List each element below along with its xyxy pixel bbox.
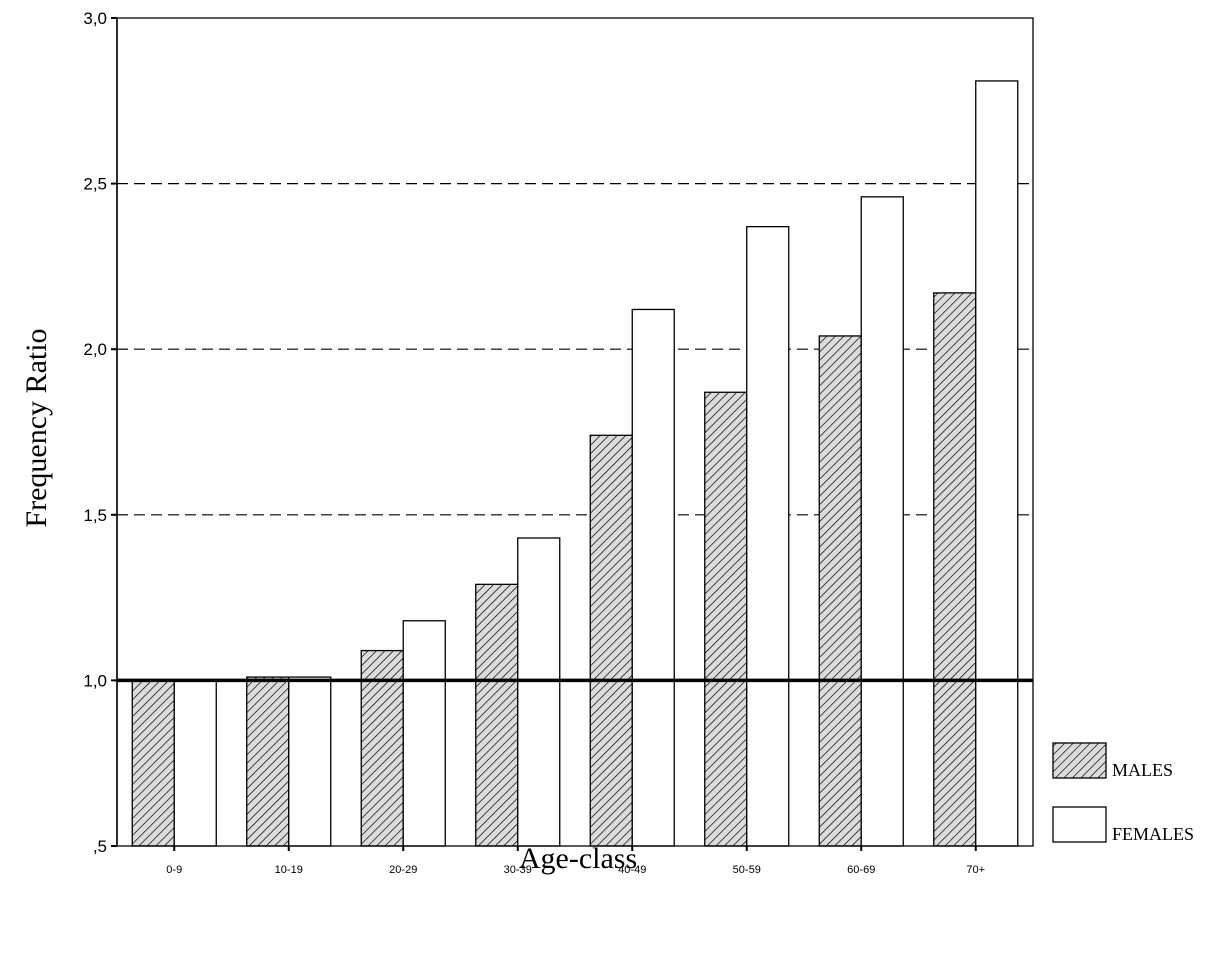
bar-females-40-49 bbox=[631, 308, 675, 847]
bar-females-20-29 bbox=[402, 620, 446, 847]
bar-males-20-29 bbox=[360, 649, 404, 847]
y-tick-label: 1,5 bbox=[83, 506, 107, 525]
y-axis-title: Frequency Ratio bbox=[20, 328, 53, 527]
legend-swatch-females bbox=[1052, 806, 1107, 843]
x-tick-label: 70+ bbox=[966, 864, 985, 876]
bar-females-30-39 bbox=[517, 537, 561, 847]
bar-females-10-19 bbox=[288, 676, 332, 847]
bar-males-10-19 bbox=[246, 676, 290, 847]
x-tick-label: 40-49 bbox=[618, 864, 646, 876]
axes bbox=[111, 17, 1034, 851]
x-tick-label: 60-69 bbox=[847, 864, 875, 876]
legend-label-females: FEMALES bbox=[1112, 824, 1194, 844]
bars bbox=[131, 80, 1019, 847]
x-tick-label: 30-39 bbox=[504, 864, 532, 876]
axis-labels: 0-9 10-19 20-29 30-39 40-49 50-59 60-69 70+ ,5 1,… bbox=[83, 9, 985, 876]
legend: MALES FEMALES bbox=[1052, 742, 1194, 844]
bar-males-30-39 bbox=[475, 583, 519, 847]
legend-swatch-males bbox=[1052, 742, 1107, 779]
bar-males-60-69 bbox=[818, 335, 862, 847]
bar-females-0-9 bbox=[173, 679, 217, 847]
x-tick-label: 10-19 bbox=[275, 864, 303, 876]
x-axis-title: Age-class bbox=[519, 842, 637, 875]
bar-males-0-9 bbox=[131, 679, 175, 847]
y-tick-label: 1,0 bbox=[83, 671, 107, 690]
y-tick-label: 2,5 bbox=[83, 175, 107, 194]
bar-females-50-59 bbox=[746, 226, 790, 847]
bar-males-40-49 bbox=[589, 434, 633, 847]
legend-label-males: MALES bbox=[1112, 760, 1173, 780]
y-tick-label: 3,0 bbox=[83, 9, 107, 28]
x-tick-label: 50-59 bbox=[733, 864, 761, 876]
x-tick-label: 20-29 bbox=[389, 864, 417, 876]
y-tick-label: 2,0 bbox=[83, 340, 107, 359]
bar-females-70+ bbox=[975, 80, 1019, 847]
y-tick-label: ,5 bbox=[93, 837, 107, 856]
bar-males-70+ bbox=[933, 292, 977, 847]
bar-females-60-69 bbox=[860, 196, 904, 847]
bar-males-50-59 bbox=[704, 391, 748, 847]
x-tick-label: 0-9 bbox=[166, 864, 182, 876]
